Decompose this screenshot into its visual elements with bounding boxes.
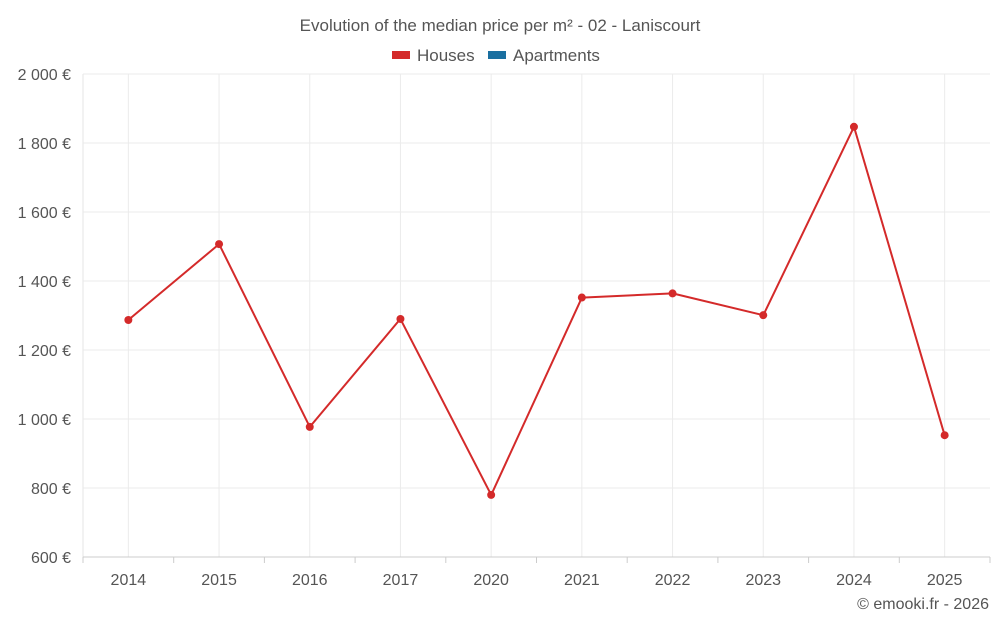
- legend-item-apartments[interactable]: Apartments: [488, 46, 600, 65]
- x-tick-label: 2015: [201, 572, 237, 589]
- x-axis: 2014 2015 2016 2017 2020 2021 2022 2023 2024 2025: [82, 556, 991, 589]
- legend: Houses Apartments: [392, 46, 600, 65]
- legend-label-houses: Houses: [417, 46, 475, 65]
- chart-title: Evolution of the median price per m² - 0…: [300, 16, 701, 35]
- x-tick-label: 2016: [292, 572, 328, 589]
- data-point-houses[interactable]: [215, 240, 224, 249]
- y-tick-label: 600 €: [31, 550, 71, 567]
- grid: [83, 73, 990, 558]
- data-point-houses[interactable]: [396, 314, 405, 323]
- legend-swatch-houses: [392, 51, 410, 59]
- data-point-houses[interactable]: [124, 315, 133, 324]
- y-tick-label: 800 €: [31, 481, 71, 498]
- data-point-houses[interactable]: [849, 122, 858, 131]
- data-point-houses[interactable]: [487, 490, 496, 499]
- credit-text: © emooki.fr - 2026: [857, 596, 989, 613]
- legend-item-houses[interactable]: Houses: [392, 46, 475, 65]
- data-point-houses[interactable]: [759, 311, 768, 320]
- data-point-houses[interactable]: [305, 422, 314, 431]
- series-line-houses: [127, 125, 946, 496]
- x-tick-label: 2025: [927, 572, 963, 589]
- x-tick-label: 2021: [564, 572, 600, 589]
- y-tick-label: 2 000 €: [18, 67, 71, 84]
- data-point-houses[interactable]: [940, 431, 949, 440]
- x-tick-label: 2024: [836, 572, 872, 589]
- data-point-houses[interactable]: [577, 293, 586, 302]
- x-tick-label: 2022: [655, 572, 691, 589]
- y-tick-label: 1 800 €: [18, 136, 71, 153]
- x-tick-label: 2014: [111, 572, 147, 589]
- x-tick-label: 2017: [383, 572, 419, 589]
- legend-swatch-apartments: [488, 51, 506, 59]
- legend-label-apartments: Apartments: [513, 46, 600, 65]
- y-tick-label: 1 600 €: [18, 205, 71, 222]
- y-tick-label: 1 200 €: [18, 343, 71, 360]
- series-group: [124, 122, 949, 499]
- y-axis: 600 € 800 € 1 000 € 1 200 € 1 400 € 1 600 € 1 …: [18, 67, 84, 567]
- y-tick-label: 1 400 €: [18, 274, 71, 291]
- x-tick-label: 2020: [473, 572, 509, 589]
- y-tick-label: 1 000 €: [18, 412, 71, 429]
- data-point-houses[interactable]: [668, 289, 677, 298]
- x-tick-label: 2023: [745, 572, 781, 589]
